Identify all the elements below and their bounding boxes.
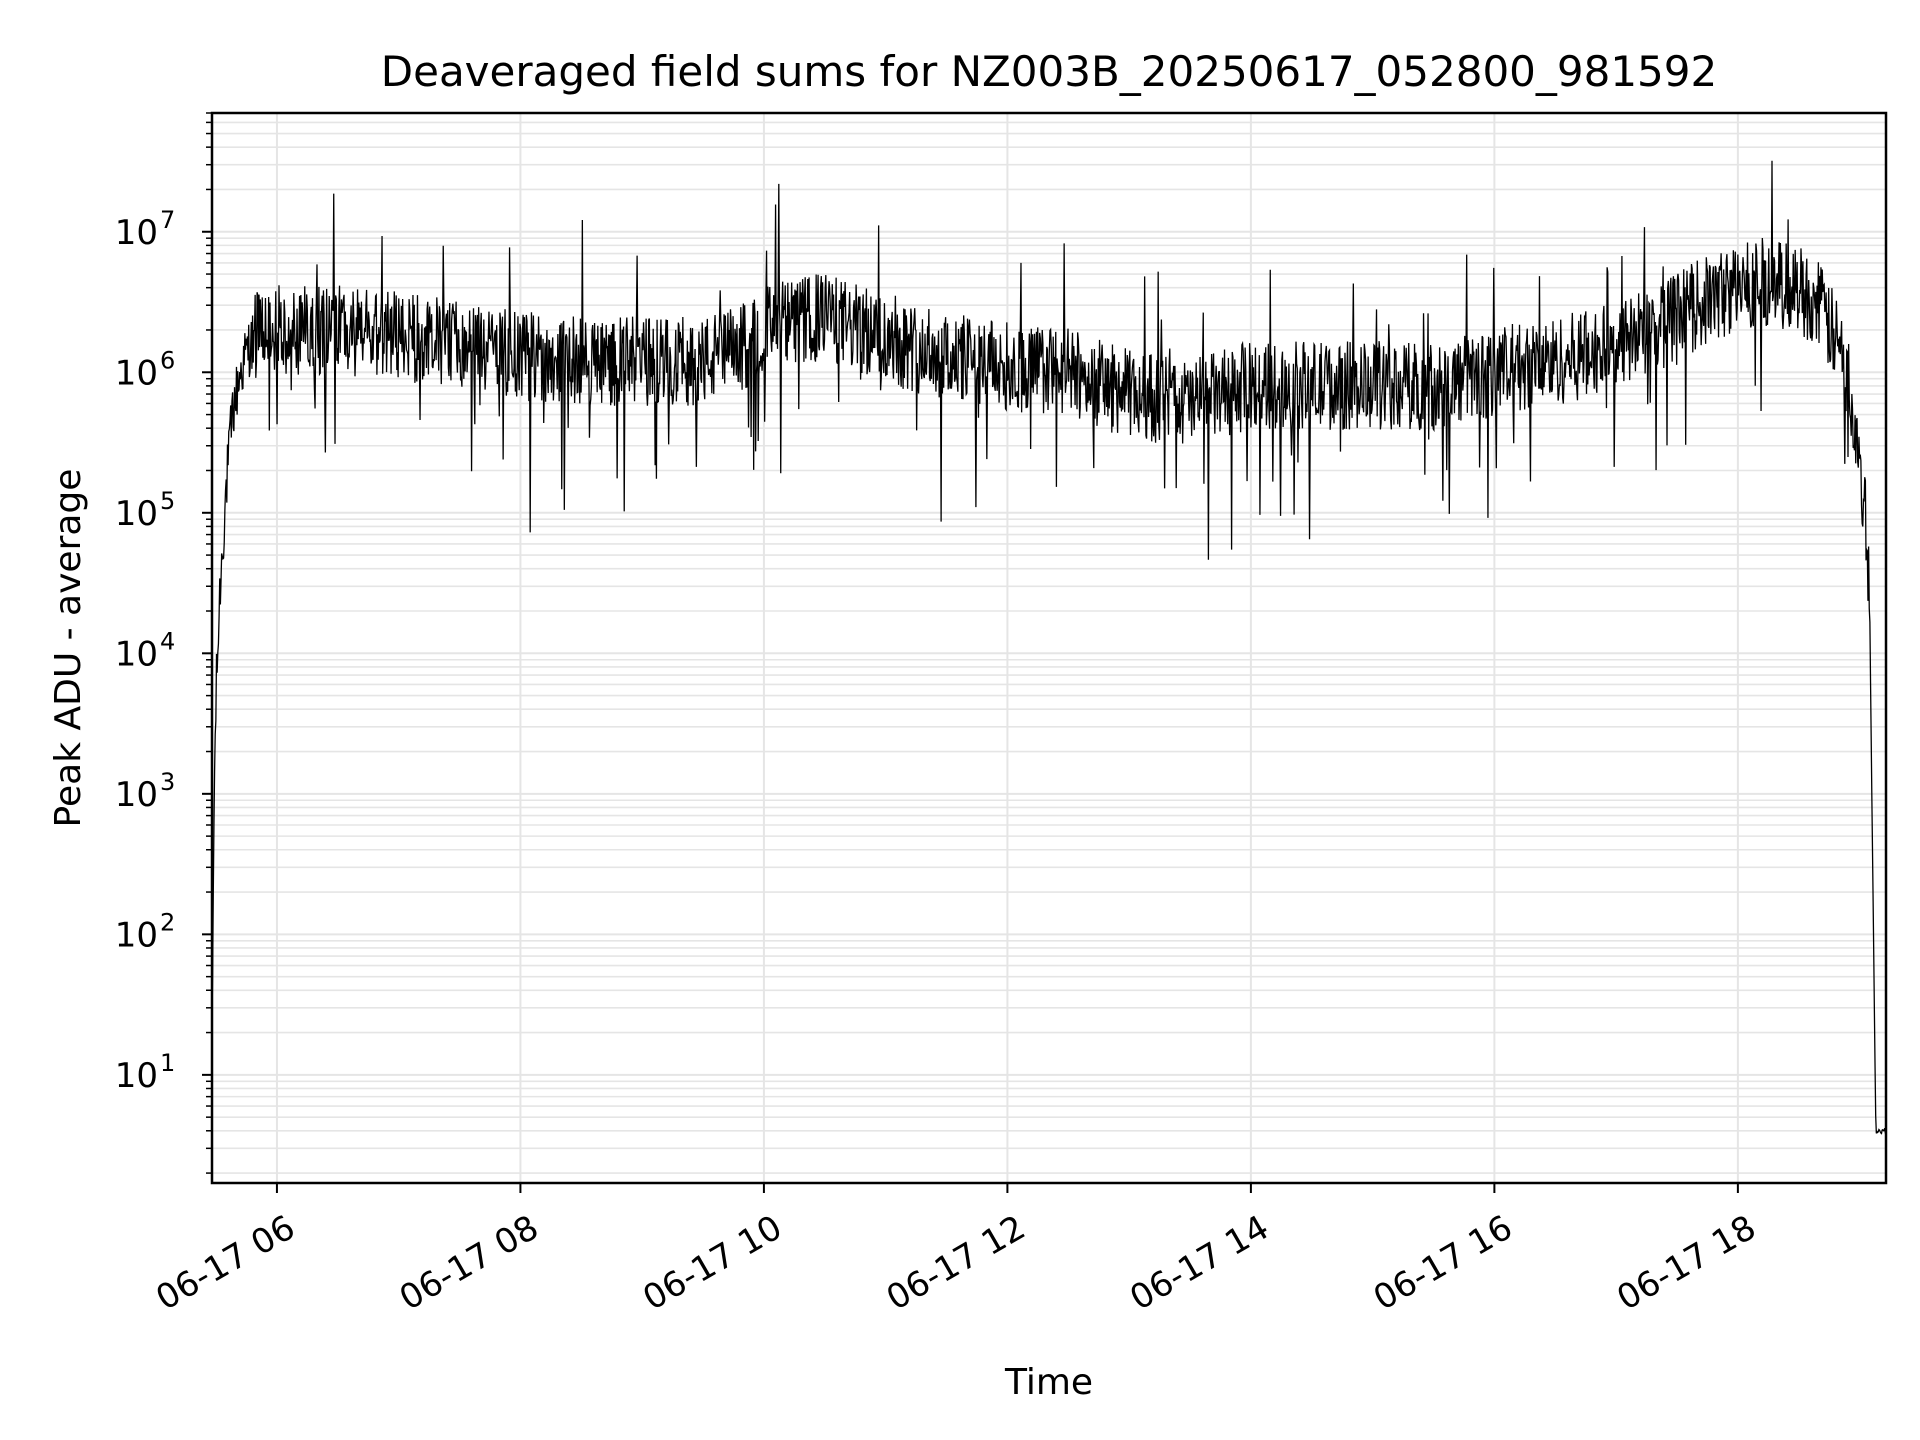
x-tick-label: 06-17 06	[149, 1208, 301, 1319]
grid-layer	[212, 112, 1886, 1183]
x-tick-label: 06-17 12	[880, 1208, 1032, 1319]
chart-title: Deaveraged field sums for NZ003B_2025061…	[381, 47, 1717, 96]
y-tick-label: 10	[115, 1056, 158, 1096]
y-tick-label: 10	[115, 494, 158, 534]
x-tick-label: 06-17 16	[1367, 1208, 1519, 1319]
y-axis-title: Peak ADU - average	[48, 469, 89, 828]
x-axis-title: Time	[1004, 1362, 1093, 1403]
y-tick-label-exponent: 5	[160, 487, 175, 515]
y-tick-label-exponent: 4	[160, 627, 175, 655]
y-tick-label-exponent: 7	[160, 206, 175, 234]
y-tick-label-exponent: 6	[160, 346, 175, 374]
y-tick-label: 10	[115, 634, 158, 674]
y-tick-label-exponent: 1	[160, 1049, 175, 1077]
x-tick-label: 06-17 10	[636, 1208, 788, 1319]
y-tick-label-exponent: 3	[160, 768, 175, 796]
y-tick-label: 10	[115, 775, 158, 815]
y-tick-label: 10	[115, 353, 158, 393]
x-tick-label: 06-17 18	[1610, 1208, 1762, 1319]
data-layer	[211, 160, 1887, 1135]
y-tick-label: 10	[115, 213, 158, 253]
y-tick-label-exponent: 2	[160, 908, 175, 936]
series-line	[211, 160, 1887, 1135]
x-tick-label: 06-17 14	[1123, 1208, 1275, 1319]
plot-frame	[210, 111, 1888, 1185]
x-tick-label: 06-17 08	[393, 1208, 545, 1319]
y-tick-label: 10	[115, 915, 158, 955]
